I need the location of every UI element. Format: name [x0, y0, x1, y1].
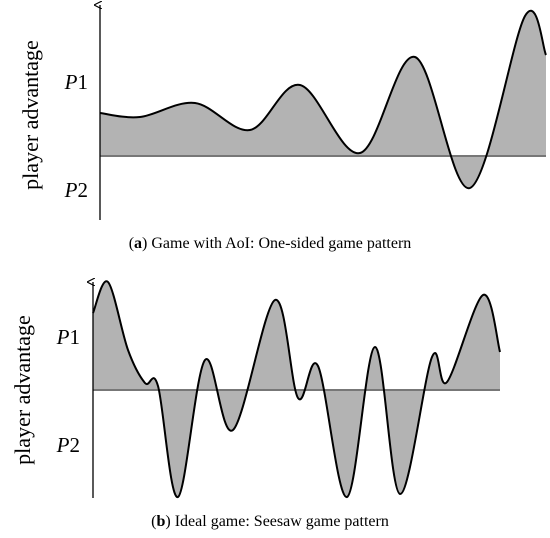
panel-a: player advantage P1 P2 (a) Game with AoI… — [18, 5, 547, 252]
tick-letter: P — [64, 178, 78, 202]
curve — [92, 280, 501, 499]
tick-label: P2 — [56, 433, 80, 457]
y-label: player advantage — [18, 40, 43, 190]
area — [93, 281, 500, 498]
area — [100, 10, 546, 189]
caption-label: a — [134, 235, 142, 252]
tick-letter: P — [64, 70, 78, 94]
tick-number: 1 — [78, 70, 89, 94]
tick-letter: P — [56, 325, 70, 349]
caption-run: ( — [151, 513, 156, 530]
tick-number: 1 — [70, 325, 81, 349]
y-label: player advantage — [10, 315, 35, 465]
tick-letter: P — [56, 433, 70, 457]
caption-text: ) Game with AoI: One-sided game pattern — [142, 235, 411, 252]
caption-text: ) Ideal game: Seesaw game pattern — [165, 513, 388, 530]
tick-number: 2 — [78, 178, 89, 202]
tick-number: 2 — [70, 433, 81, 457]
caption-label: b — [156, 513, 165, 530]
tick-label: P1 — [56, 325, 80, 349]
caption-run: ( — [129, 235, 134, 252]
caption: (b) Ideal game: Seesaw game pattern — [151, 513, 389, 530]
curve — [99, 9, 547, 190]
panel-b: player advantage P1 P2 (b) Ideal game: S… — [10, 280, 501, 530]
tick-label: P2 — [64, 178, 88, 202]
tick-label: P1 — [64, 70, 88, 94]
caption: (a) Game with AoI: One-sided game patter… — [129, 235, 412, 252]
